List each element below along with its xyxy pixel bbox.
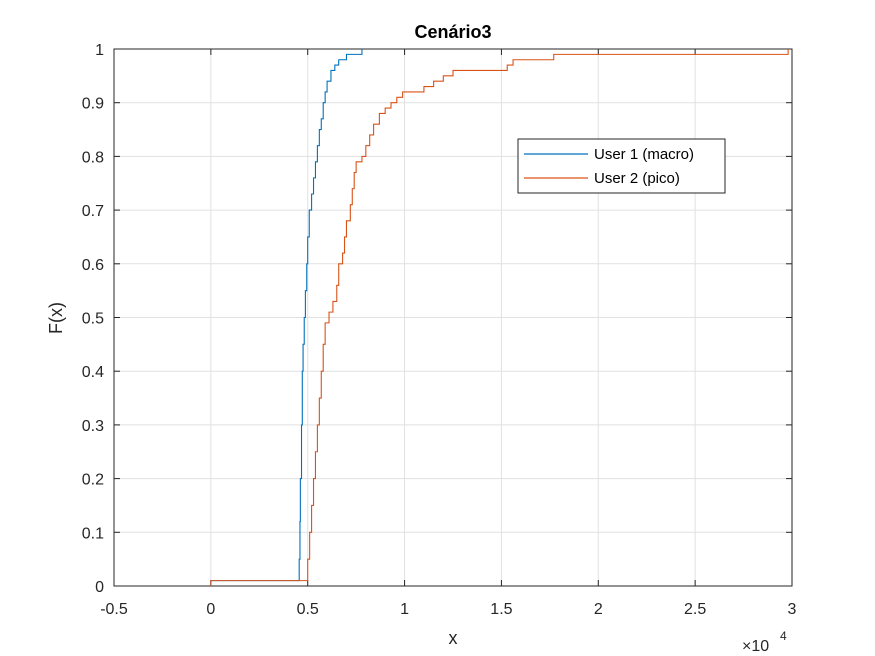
y-tick-label: 1 xyxy=(95,42,104,59)
series-layer xyxy=(210,49,789,586)
legend-label-user2: User 2 (pico) xyxy=(594,170,680,187)
y-tick-label: 0.1 xyxy=(82,525,104,542)
chart-title: Cenário3 xyxy=(414,22,491,42)
y-axis-title: F(x) xyxy=(46,302,66,334)
series-line-1 xyxy=(210,49,363,586)
x-exponent-base: ×10 xyxy=(742,638,769,655)
x-tick-label: 3 xyxy=(788,601,797,618)
legend-label-user1: User 1 (macro) xyxy=(594,146,694,163)
x-axis-title: x xyxy=(449,628,458,648)
y-tick-label: 0 xyxy=(95,579,104,596)
axis-ticks: -0.5 0 0.5 1 1.5 2 2.5 3 0 0.1 0.2 0.3 0.4 0.5 0.6 0.7 0… xyxy=(82,42,797,618)
x-tick-label: -0.5 xyxy=(100,601,128,618)
y-tick-label: 0.6 xyxy=(82,257,104,274)
x-tick-label: 2.5 xyxy=(684,601,706,618)
y-tick-label: 0.3 xyxy=(82,418,104,435)
legend-box xyxy=(517,138,726,194)
x-exponent-power: 4 xyxy=(780,629,787,643)
legend: User 1 (macro) User 2 (pico) xyxy=(517,138,726,194)
x-tick-label: 2 xyxy=(594,601,603,618)
x-tick-label: 0.5 xyxy=(297,601,319,618)
y-tick-label: 0.4 xyxy=(82,364,104,381)
y-tick-label: 0.2 xyxy=(82,472,104,489)
x-tick-label: 1 xyxy=(400,601,409,618)
series-line-2 xyxy=(210,49,789,586)
y-tick-label: 0.9 xyxy=(82,96,104,113)
x-tick-label: 1.5 xyxy=(490,601,512,618)
y-tick-label: 0.8 xyxy=(82,149,104,166)
x-exponent-label: ×10 4 xyxy=(742,629,787,655)
x-tick-label: 0 xyxy=(206,601,215,618)
y-tick-label: 0.5 xyxy=(82,311,104,328)
y-tick-label: 0.7 xyxy=(82,203,104,220)
